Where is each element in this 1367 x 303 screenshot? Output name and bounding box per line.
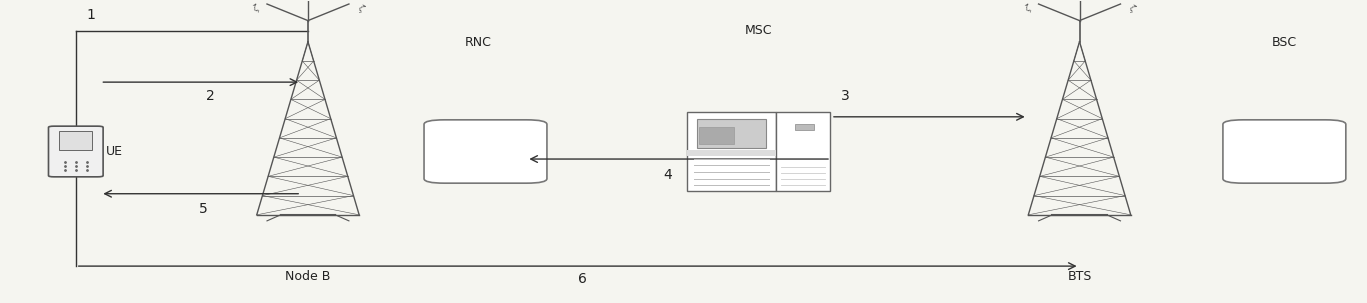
Bar <box>686 112 776 191</box>
Bar <box>776 112 830 191</box>
Text: RNC: RNC <box>465 36 492 49</box>
Text: ζ: ζ <box>355 4 364 14</box>
Text: 2: 2 <box>205 89 215 103</box>
Bar <box>700 128 734 144</box>
Text: MSC: MSC <box>745 24 772 37</box>
Text: BTS: BTS <box>1068 270 1092 283</box>
FancyBboxPatch shape <box>48 126 103 177</box>
Text: 3: 3 <box>841 89 849 103</box>
Text: ζ: ζ <box>252 4 260 14</box>
Bar <box>686 150 776 156</box>
Text: ζ: ζ <box>1024 4 1032 14</box>
Text: Node B: Node B <box>286 270 331 283</box>
Text: BSC: BSC <box>1271 36 1297 49</box>
Text: UE: UE <box>105 145 123 158</box>
Text: 1: 1 <box>86 8 96 22</box>
Text: 6: 6 <box>578 272 586 286</box>
FancyBboxPatch shape <box>424 120 547 183</box>
Bar <box>697 118 766 148</box>
Text: 5: 5 <box>198 202 208 216</box>
Text: 4: 4 <box>663 168 671 181</box>
Text: ζ: ζ <box>1128 4 1136 14</box>
Bar <box>794 124 813 130</box>
Bar <box>59 131 92 150</box>
FancyBboxPatch shape <box>1223 120 1346 183</box>
